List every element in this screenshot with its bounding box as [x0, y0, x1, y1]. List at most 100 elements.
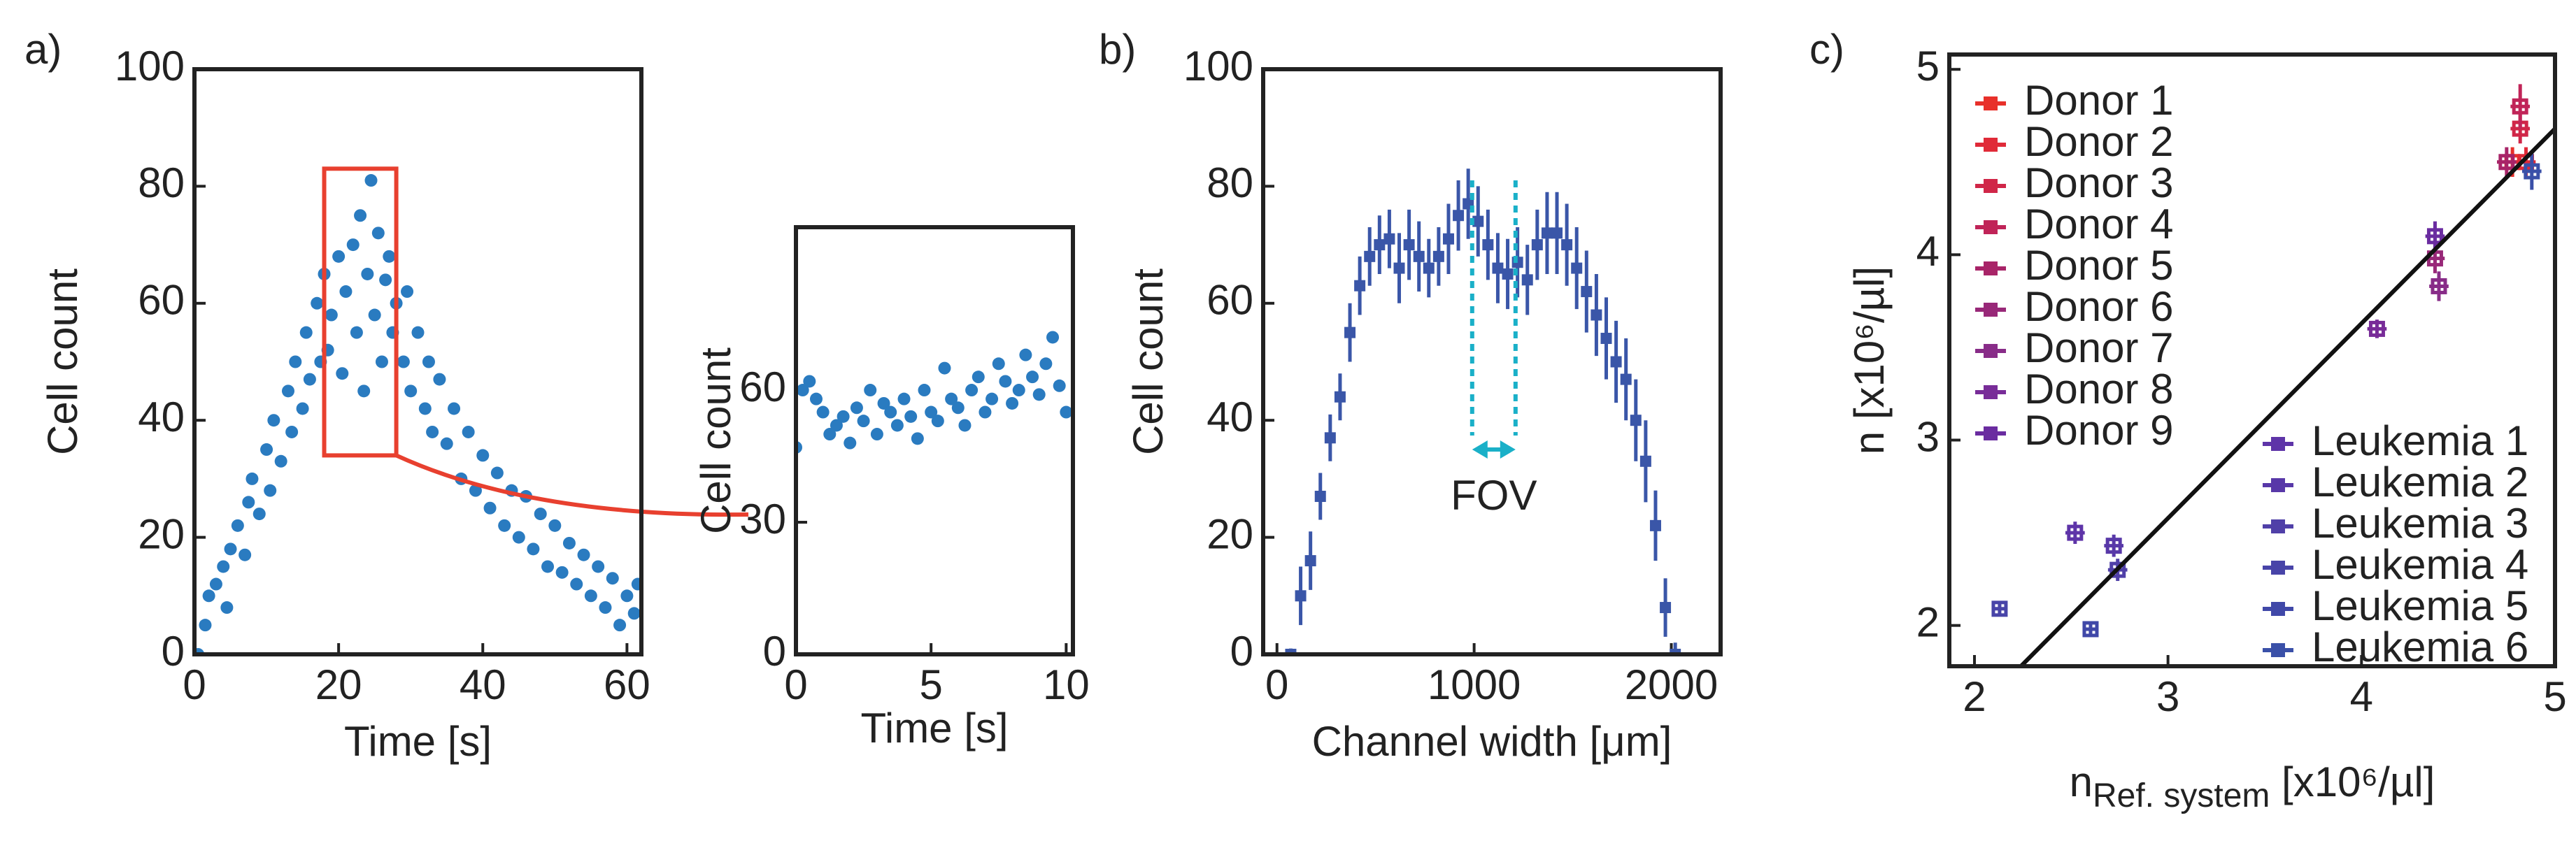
point	[289, 355, 302, 368]
point	[534, 508, 547, 521]
legend-marker	[1984, 426, 1998, 440]
y-tick-label: 80	[1207, 159, 1253, 206]
y-tick-label: 4	[1916, 228, 1940, 275]
marker	[1600, 333, 1612, 345]
panel: 0 1000 2000 0 20 40 60 80 100 Cell count Channel w…	[1125, 43, 1723, 765]
y-tick-label: 0	[763, 628, 786, 675]
marker	[1541, 227, 1553, 239]
point	[220, 601, 234, 614]
marker	[2426, 228, 2443, 245]
point	[264, 484, 277, 497]
point	[577, 548, 590, 561]
point	[202, 589, 215, 603]
point	[490, 466, 504, 480]
x-tick-label: 60	[604, 661, 650, 708]
legend-label: Leukemia 6	[2312, 624, 2528, 670]
point	[224, 542, 237, 556]
point	[245, 472, 259, 485]
marker	[1639, 455, 1651, 467]
point	[857, 415, 870, 428]
point	[285, 425, 299, 438]
point	[870, 428, 883, 441]
point	[361, 267, 374, 280]
point	[837, 410, 850, 423]
point	[379, 273, 392, 287]
legend-marker	[2271, 519, 2285, 533]
y-tick-label: 80	[138, 159, 185, 206]
point	[433, 373, 446, 386]
point	[796, 384, 809, 397]
data-layer	[1285, 168, 1681, 654]
x-tick-label: 2000	[1625, 661, 1718, 708]
zoom-connector	[395, 453, 749, 517]
x-tick-label: 0	[183, 661, 206, 708]
point	[631, 577, 641, 591]
marker	[1649, 519, 1661, 531]
marker	[1364, 250, 1376, 262]
point	[606, 572, 619, 585]
point	[1026, 371, 1039, 384]
point	[1006, 396, 1019, 410]
point	[541, 560, 555, 573]
point	[274, 454, 287, 468]
marker	[1354, 280, 1366, 292]
marker	[1561, 239, 1573, 251]
x-label-rest: [x10⁶/µl]	[2270, 759, 2435, 805]
legend-label: Donor 5	[2024, 242, 2173, 289]
x-tick-label: 3	[2156, 673, 2179, 720]
marker	[1442, 233, 1454, 245]
point	[620, 589, 634, 603]
legend-label: Donor 7	[2024, 324, 2173, 371]
point	[512, 531, 525, 544]
fov-arrowhead	[1472, 440, 1516, 459]
marker	[1482, 239, 1494, 251]
y-axis-label: n [x10⁶/µl]	[1846, 266, 1893, 454]
x-tick-label: 5	[2543, 673, 2566, 720]
marker	[1670, 649, 1681, 654]
point	[562, 536, 576, 549]
legend-label: Donor 6	[2024, 283, 2173, 330]
marker	[1591, 309, 1602, 321]
marker	[1295, 590, 1307, 602]
legend-label: Leukemia 3	[2312, 500, 2528, 547]
point	[217, 560, 230, 573]
point	[383, 250, 396, 263]
point	[599, 601, 612, 614]
marker	[1432, 250, 1444, 262]
point	[350, 326, 363, 339]
point	[884, 405, 897, 419]
point	[823, 428, 837, 441]
marker	[1502, 268, 1514, 280]
panel: 0 20 40 60 0 20 40 60 80 100 Cell count Time [s]	[39, 43, 749, 765]
legend-marker	[2271, 602, 2285, 616]
legend-marker	[1984, 220, 1998, 234]
point	[325, 308, 338, 322]
point	[242, 496, 255, 509]
point	[404, 384, 418, 398]
point	[239, 548, 252, 561]
y-tick-label: 30	[739, 496, 786, 542]
legend-label: Donor 2	[2024, 118, 2173, 165]
point	[469, 484, 482, 497]
point	[252, 508, 266, 521]
legend-label: Donor 1	[2024, 77, 2173, 124]
point	[397, 355, 410, 368]
legend-label: Donor 3	[2024, 159, 2173, 206]
y-tick-label: 0	[162, 628, 185, 675]
marker	[1581, 286, 1593, 298]
point	[364, 174, 378, 187]
x-axis-label: Time [s]	[344, 718, 492, 765]
point	[972, 371, 985, 384]
fov-label: FOV	[1451, 472, 1537, 519]
point	[401, 285, 414, 299]
point	[979, 405, 992, 419]
point	[985, 392, 999, 405]
point	[199, 619, 212, 632]
marker	[1374, 239, 1386, 251]
point	[803, 375, 816, 388]
point	[209, 577, 222, 591]
legend-label: Donor 4	[2024, 201, 2173, 247]
x-tick-label: 2	[1963, 673, 1986, 720]
